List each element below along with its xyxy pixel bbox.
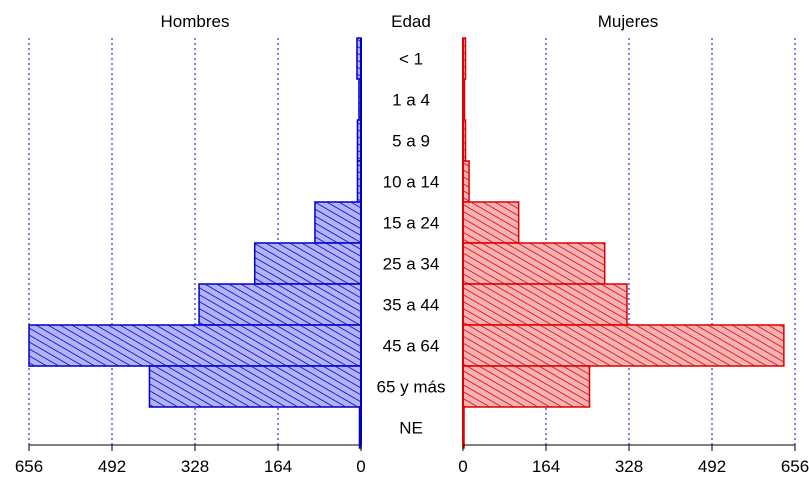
axes <box>28 38 796 451</box>
tick-label-left: 656 <box>15 457 43 476</box>
bars <box>28 37 785 449</box>
bar-hombres <box>148 365 362 408</box>
tick-label-left: 492 <box>98 457 126 476</box>
tick-label-right: 656 <box>781 457 809 476</box>
header-left: Hombres <box>161 12 230 31</box>
tick-label-right: 328 <box>615 457 643 476</box>
tick-label-right: 0 <box>458 457 467 476</box>
age-category-label: NE <box>399 419 423 438</box>
header-center: Edad <box>391 12 431 31</box>
bar-hombres <box>314 201 362 244</box>
age-category-label: 65 y más <box>377 378 446 397</box>
bar-hombres <box>28 324 362 367</box>
bar-hombres <box>198 283 362 326</box>
tick-label-left: 164 <box>264 457 292 476</box>
age-category-label: < 1 <box>399 50 423 69</box>
bar-hombres <box>253 242 362 285</box>
tick-label-right: 164 <box>532 457 560 476</box>
bar-mujeres <box>462 242 606 285</box>
tick-label-right: 492 <box>698 457 726 476</box>
age-category-label: 45 a 64 <box>383 337 440 356</box>
bar-mujeres <box>462 283 628 326</box>
labels: < 1 1 a 4 5 a 9 10 a 14 15 a 24 25 a 34 35 a 4… <box>15 50 809 477</box>
bar-mujeres <box>462 324 785 367</box>
header-right: Mujeres <box>598 12 658 31</box>
tick-label-left: 0 <box>356 457 365 476</box>
bar-mujeres <box>462 201 520 244</box>
age-category-label: 25 a 34 <box>383 255 440 274</box>
age-category-label: 5 a 9 <box>392 132 430 151</box>
bar-mujeres <box>462 365 591 408</box>
tick-label-left: 328 <box>181 457 209 476</box>
age-category-label: 1 a 4 <box>392 91 430 110</box>
age-category-label: 10 a 14 <box>383 173 440 192</box>
age-category-label: 15 a 24 <box>383 214 440 233</box>
age-category-label: 35 a 44 <box>383 296 440 315</box>
